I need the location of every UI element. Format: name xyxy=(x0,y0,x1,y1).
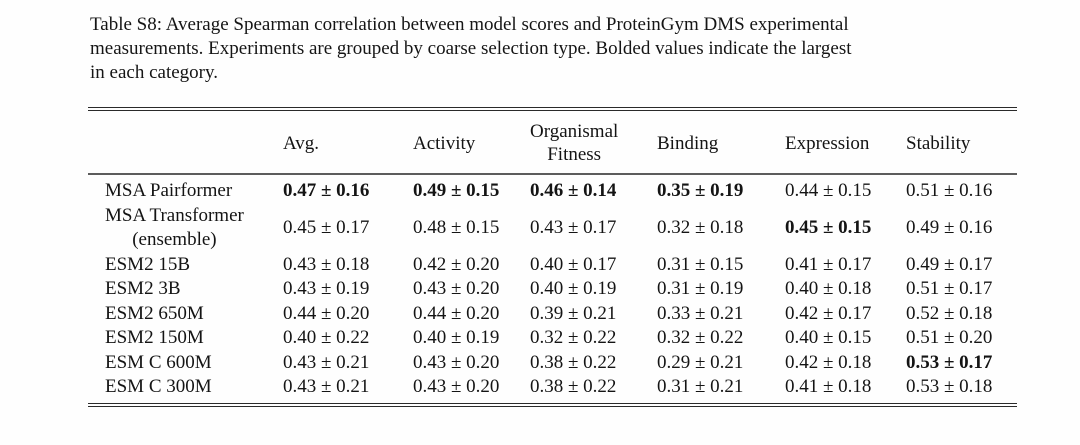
header-organismal-fitness: Organismal Fitness xyxy=(530,109,657,175)
cell-value: 0.40 ± 0.19 xyxy=(530,278,617,299)
cell-value: 0.39 ± 0.21 xyxy=(530,302,617,324)
cell-value: 0.53 ± 0.18 xyxy=(906,376,993,397)
cell-value: 0.43 ± 0.20 xyxy=(413,278,500,299)
header-avg: Avg. xyxy=(283,109,413,175)
header-binding: Binding xyxy=(657,109,785,175)
cell-value: 0.38 ± 0.22 xyxy=(530,351,617,373)
cell-value: 0.45 ± 0.17 xyxy=(283,216,370,238)
row-label: ESM2 150M xyxy=(105,327,204,348)
table-row-msa-pairformer: MSA Pairformer 0.47 ± 0.16 0.49 ± 0.15 0… xyxy=(88,174,1017,204)
cell-value: 0.32 ± 0.18 xyxy=(657,216,744,238)
row-label: ESM C 600M xyxy=(105,351,212,373)
table-row-esm2-150m: ESM2 150M 0.40 ± 0.22 0.40 ± 0.19 0.32 ±… xyxy=(88,326,1017,351)
cell-value: 0.43 ± 0.18 xyxy=(283,253,370,275)
cell-value: 0.31 ± 0.21 xyxy=(657,376,744,397)
caption-line-2: measurements. Experiments are grouped by… xyxy=(90,38,852,59)
table-row-esm2-15b: ESM2 15B 0.43 ± 0.18 0.42 ± 0.20 0.40 ± … xyxy=(88,253,1017,278)
caption-line-3: in each category. xyxy=(90,62,218,83)
row-label: MSA Transformer xyxy=(105,204,244,226)
table-row-esm-c-300m: ESM C 300M 0.43 ± 0.21 0.43 ± 0.20 0.38 … xyxy=(88,375,1017,405)
row-label: ESM2 15B xyxy=(105,253,190,275)
row-label: MSA Pairformer xyxy=(105,180,233,201)
cell-value: 0.42 ± 0.17 xyxy=(785,302,872,324)
cell-value: 0.48 ± 0.15 xyxy=(413,216,500,238)
cell-value: 0.40 ± 0.22 xyxy=(283,327,370,348)
header-organismal-line2: Fitness xyxy=(547,144,602,165)
row-label: ESM2 650M xyxy=(105,302,204,324)
cell-value: 0.40 ± 0.18 xyxy=(785,278,872,299)
table-caption: Table S8: Average Spearman correlation b… xyxy=(90,13,1080,85)
table-row-esm2-650m: ESM2 650M 0.44 ± 0.20 0.44 ± 0.20 0.39 ±… xyxy=(88,302,1017,327)
cell-value: 0.43 ± 0.19 xyxy=(283,278,370,299)
header-organismal-line1: Organismal xyxy=(530,121,619,142)
row-label: ESM C 300M xyxy=(105,376,212,397)
cell-value: 0.44 ± 0.15 xyxy=(785,180,872,201)
cell-value: 0.53 ± 0.17 xyxy=(906,351,993,373)
table-row-esm-c-600m: ESM C 600M 0.43 ± 0.21 0.43 ± 0.20 0.38 … xyxy=(88,351,1017,376)
cell-value: 0.35 ± 0.19 xyxy=(657,180,744,201)
row-label: ESM2 3B xyxy=(105,278,181,299)
cell-value: 0.51 ± 0.20 xyxy=(906,327,993,348)
header-row: Avg. Activity Organismal Fitness Binding… xyxy=(88,109,1017,175)
cell-value: 0.40 ± 0.17 xyxy=(530,253,617,275)
cell-value: 0.31 ± 0.15 xyxy=(657,253,744,275)
cell-value: 0.43 ± 0.20 xyxy=(413,351,500,373)
cell-value: 0.32 ± 0.22 xyxy=(657,327,744,348)
cell-value: 0.44 ± 0.20 xyxy=(283,302,370,324)
cell-value: 0.43 ± 0.21 xyxy=(283,376,370,397)
cell-value: 0.49 ± 0.16 xyxy=(906,216,993,238)
row-label-sub: (ensemble) xyxy=(132,229,217,250)
cell-value: 0.49 ± 0.17 xyxy=(906,253,993,275)
cell-value: 0.51 ± 0.17 xyxy=(906,278,993,299)
cell-value: 0.49 ± 0.15 xyxy=(413,180,500,201)
cell-value: 0.52 ± 0.18 xyxy=(906,302,993,324)
cell-value: 0.42 ± 0.20 xyxy=(413,253,500,275)
cell-value: 0.44 ± 0.20 xyxy=(413,302,500,324)
table-row-msa-transformer-ensemble: MSA Transformer (ensemble) 0.45 ± 0.17 0.… xyxy=(88,204,1017,253)
cell-value: 0.41 ± 0.18 xyxy=(785,376,872,397)
header-empty xyxy=(88,109,283,175)
cell-value: 0.33 ± 0.21 xyxy=(657,302,744,324)
cell-value: 0.32 ± 0.22 xyxy=(530,327,617,348)
cell-value: 0.29 ± 0.21 xyxy=(657,351,744,373)
table-row-esm2-3b: ESM2 3B 0.43 ± 0.19 0.43 ± 0.20 0.40 ± 0… xyxy=(88,277,1017,302)
cell-value: 0.45 ± 0.15 xyxy=(785,216,872,238)
cell-value: 0.41 ± 0.17 xyxy=(785,253,872,275)
cell-value: 0.42 ± 0.18 xyxy=(785,351,872,373)
cell-value: 0.47 ± 0.16 xyxy=(283,180,370,201)
cell-value: 0.40 ± 0.19 xyxy=(413,327,500,348)
caption-line-1: Table S8: Average Spearman correlation b… xyxy=(90,14,849,35)
cell-value: 0.43 ± 0.17 xyxy=(530,216,617,238)
results-table: Avg. Activity Organismal Fitness Binding… xyxy=(88,107,1017,407)
header-expression: Expression xyxy=(785,109,906,175)
header-activity: Activity xyxy=(413,109,530,175)
cell-value: 0.31 ± 0.19 xyxy=(657,278,744,299)
cell-value: 0.40 ± 0.15 xyxy=(785,327,872,348)
cell-value: 0.43 ± 0.21 xyxy=(283,351,370,373)
header-stability: Stability xyxy=(906,109,1017,175)
cell-value: 0.43 ± 0.20 xyxy=(413,376,500,397)
cell-value: 0.46 ± 0.14 xyxy=(530,180,617,201)
cell-value: 0.38 ± 0.22 xyxy=(530,376,617,397)
cell-value: 0.51 ± 0.16 xyxy=(906,180,993,201)
